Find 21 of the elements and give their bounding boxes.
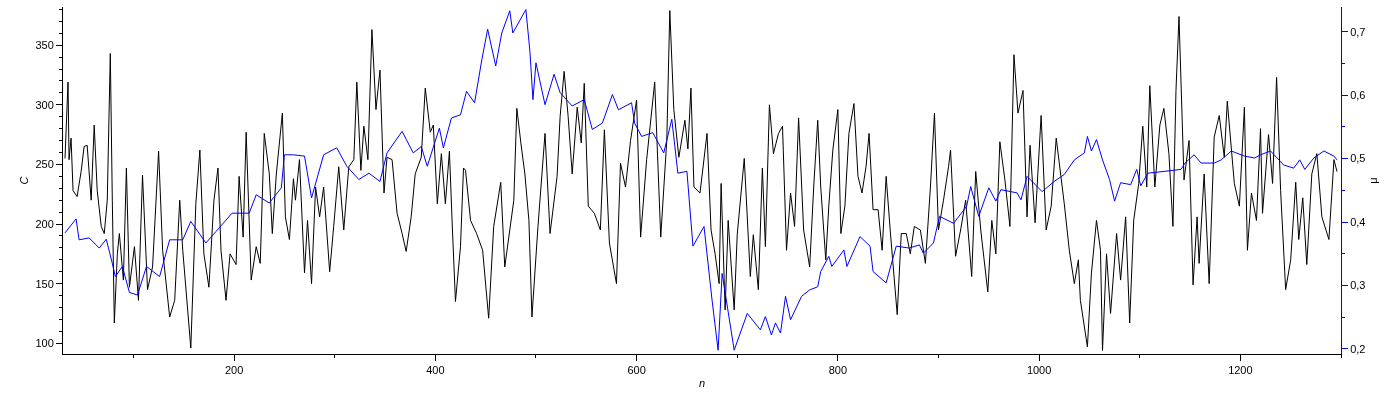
y-tick-label: 200 (35, 217, 54, 230)
y-tick-label: 350 (35, 39, 54, 52)
y2-axis-title: μ (1366, 177, 1379, 184)
y-tick-label: 150 (35, 277, 54, 290)
x-tick-label: 400 (426, 364, 445, 377)
x-axis-title: n (698, 377, 706, 390)
y-tick-label: 300 (35, 98, 54, 111)
x-tick-label: 800 (828, 364, 848, 377)
y2-tick-label: 0,5 (1350, 152, 1366, 165)
y-axis-title: C (18, 176, 31, 185)
y2-tick-label: 0,7 (1350, 25, 1366, 38)
x-tick-label: 1000 (1026, 364, 1052, 377)
x-tick-label: 1200 (1228, 364, 1253, 377)
y2-tick-label: 0,3 (1350, 279, 1366, 292)
y2-tick-label: 0,4 (1350, 215, 1366, 228)
x-tick-label: 600 (627, 364, 646, 377)
y-tick-label: 250 (35, 158, 54, 171)
y2-tick-label: 0,6 (1350, 89, 1366, 102)
x-tick-label: 200 (224, 364, 244, 377)
y-tick-label: 100 (35, 337, 54, 350)
y2-tick-label: 0,2 (1350, 342, 1366, 355)
